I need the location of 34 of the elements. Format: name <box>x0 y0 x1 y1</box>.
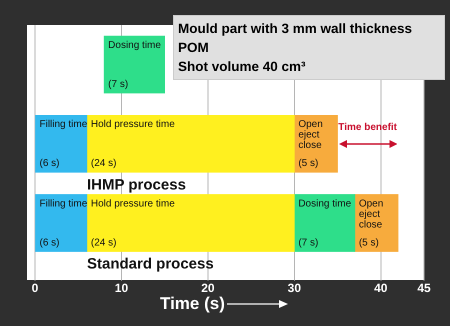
data-label: (6 s) <box>40 158 60 170</box>
data-label: (24 s) <box>90 237 116 248</box>
series-label: Filling time <box>40 119 88 130</box>
data-label: (7 s) <box>108 78 128 90</box>
x-tick-label: 0 <box>32 281 39 296</box>
text: POM Shot volume 40 cm³ <box>178 39 307 76</box>
x-axis-title: Time (s) <box>160 294 225 314</box>
data-label: (5 s) <box>358 237 379 248</box>
series-label: Hold pressure time <box>90 119 176 130</box>
data-label: (5 s) <box>298 158 318 170</box>
annotation: Standard process <box>87 256 214 273</box>
x-tick-label: 10 <box>114 281 128 296</box>
bar <box>294 194 356 252</box>
bar <box>104 36 165 94</box>
series-label: Dosing time <box>108 40 162 51</box>
annotation: Time benefit <box>338 122 398 133</box>
bar <box>35 114 88 173</box>
text: Hold pressure time <box>90 198 175 210</box>
text: Filling time <box>40 198 88 210</box>
data-label: (7 s) <box>298 237 318 248</box>
text: Open eject close <box>358 198 384 230</box>
bar <box>86 194 295 252</box>
bar <box>35 194 88 252</box>
x-tick-label: 20 <box>201 281 215 296</box>
text: Dosing time <box>298 198 352 210</box>
x-tick-label: 30 <box>288 281 302 296</box>
annotation: IHMP process <box>87 176 186 194</box>
x-tick-label: 40 <box>374 281 388 296</box>
data-label: (24 s) <box>90 158 116 170</box>
bar <box>86 114 295 173</box>
data-label: (6 s) <box>40 237 60 248</box>
series-label: Open eject close <box>298 119 323 152</box>
x-tick-label: 45 <box>417 281 431 296</box>
chart-title: Mould part with 3 mm wall thickness <box>178 20 414 38</box>
